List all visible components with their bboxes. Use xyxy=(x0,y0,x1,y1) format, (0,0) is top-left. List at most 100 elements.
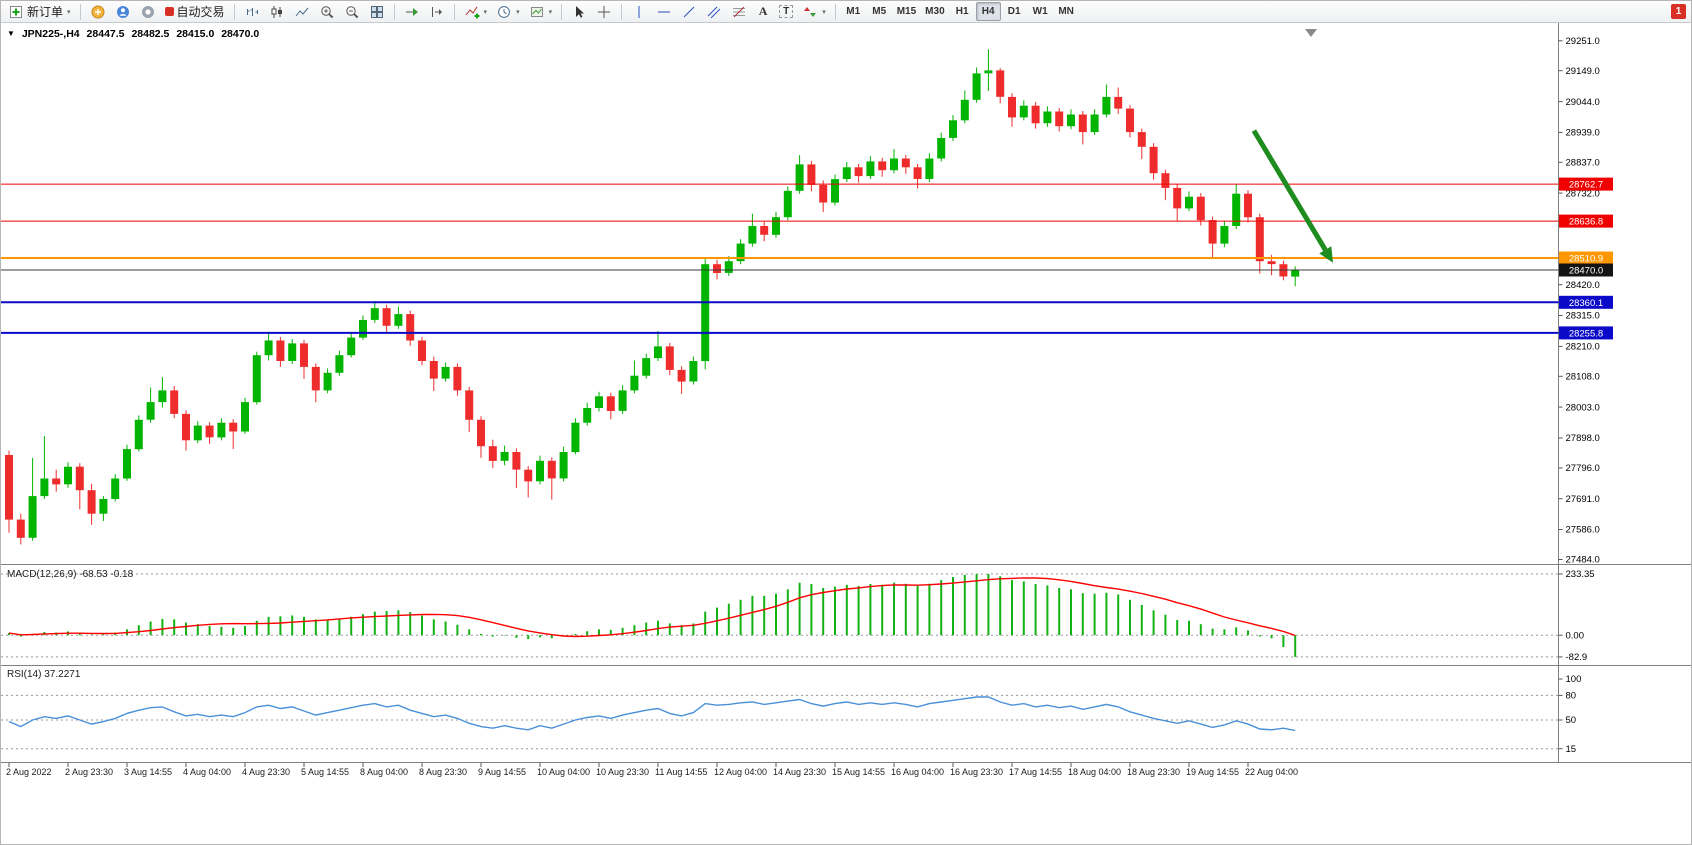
timeframe-m1-button[interactable]: M1 xyxy=(846,6,861,17)
svg-text:27586.0: 27586.0 xyxy=(1566,525,1600,536)
candle xyxy=(170,386,179,419)
autotrading-button[interactable]: 自动交易 xyxy=(161,2,229,22)
notification-badge[interactable]: 1 xyxy=(1671,4,1686,19)
templates-button[interactable]: ▾ xyxy=(525,2,557,22)
cursor-button[interactable] xyxy=(567,2,591,22)
trend-arrow-object[interactable] xyxy=(1251,129,1333,263)
svg-text:15 Aug 14:55: 15 Aug 14:55 xyxy=(832,767,885,777)
rsi-value: 37.2271 xyxy=(44,669,81,680)
candle xyxy=(795,155,804,194)
svg-text:27691.0: 27691.0 xyxy=(1566,494,1600,505)
market-button[interactable] xyxy=(86,2,110,22)
trendline-tool-button[interactable] xyxy=(677,2,701,22)
candle xyxy=(736,239,745,265)
svg-text:16 Aug 23:30: 16 Aug 23:30 xyxy=(950,767,1003,777)
candle xyxy=(571,418,580,455)
candle xyxy=(1220,220,1229,248)
candle xyxy=(748,213,757,247)
candle xyxy=(1019,100,1028,121)
svg-text:2 Aug 2022: 2 Aug 2022 xyxy=(6,767,52,777)
candle xyxy=(689,356,698,385)
macd-signal-line xyxy=(8,577,1296,638)
candle xyxy=(724,256,733,276)
candle xyxy=(583,402,592,426)
candle xyxy=(347,333,356,358)
timeframe-h1-button[interactable]: H1 xyxy=(955,6,969,17)
timeframe-m15-button[interactable]: M15 xyxy=(896,6,917,17)
price-axis[interactable]: 29251.0 29149.0 29044.0 28939.0 28837.0 28732… xyxy=(1558,36,1614,566)
candle xyxy=(146,387,155,423)
svg-text:28762.7: 28762.7 xyxy=(1569,180,1603,191)
panel-borders xyxy=(1,23,1691,763)
time-axis[interactable]: 2 Aug 2022 2 Aug 23:30 3 Aug 14:55 4 Aug 04… xyxy=(6,763,1298,777)
indicators-button[interactable]: ▾ xyxy=(460,2,492,22)
candle xyxy=(1137,128,1146,160)
channel-tool-button[interactable] xyxy=(702,2,726,22)
candle xyxy=(1043,106,1052,127)
line-chart-button[interactable] xyxy=(290,2,314,22)
svg-text:15: 15 xyxy=(1566,744,1577,755)
timeframe-d1-button[interactable]: D1 xyxy=(1007,6,1021,17)
candle xyxy=(335,350,344,376)
candlestick-chart-button[interactable] xyxy=(265,2,289,22)
community-button[interactable] xyxy=(111,2,135,22)
chevron-down-icon: ▾ xyxy=(822,8,826,16)
label-tool-button[interactable]: T xyxy=(775,2,797,22)
auto-scroll-button[interactable] xyxy=(400,2,424,22)
auto-scroll-icon xyxy=(405,7,418,16)
timeframe-w1-button[interactable]: W1 xyxy=(1032,6,1048,17)
candle xyxy=(1244,190,1252,223)
svg-text:10 Aug 23:30: 10 Aug 23:30 xyxy=(596,767,649,777)
svg-text:29251.0: 29251.0 xyxy=(1566,36,1600,47)
tile-windows-button[interactable] xyxy=(365,2,389,22)
candle xyxy=(654,331,662,361)
svg-text:28939.0: 28939.0 xyxy=(1566,128,1600,139)
svg-text:27484.0: 27484.0 xyxy=(1566,555,1600,566)
timeframe-m5-button[interactable]: M5 xyxy=(872,6,887,17)
candle xyxy=(512,448,521,488)
crosshair-button[interactable] xyxy=(592,2,616,22)
chart-shift-button[interactable] xyxy=(425,2,449,22)
chat-button[interactable] xyxy=(136,2,160,22)
candle xyxy=(1232,184,1241,229)
arrows-tool-button[interactable]: ▾ xyxy=(798,2,830,22)
vertical-line-tool-button[interactable] xyxy=(627,2,651,22)
trendline-icon xyxy=(683,6,695,17)
macd-value: -68.53 xyxy=(79,569,108,580)
svg-text:28470.0: 28470.0 xyxy=(1569,266,1603,277)
periods-button[interactable]: ▾ xyxy=(492,2,524,22)
text-tool-button[interactable]: A xyxy=(752,2,774,22)
candle xyxy=(1090,109,1099,135)
timeframe-h4-button[interactable]: H4 xyxy=(975,2,1001,21)
zoom-out-button[interactable] xyxy=(340,2,364,22)
candle xyxy=(1196,193,1205,226)
price-tag: 28636.8 xyxy=(1559,214,1613,228)
chart-shift-marker[interactable] xyxy=(1305,29,1317,37)
candle xyxy=(595,391,603,412)
candle xyxy=(536,455,544,485)
clock-icon xyxy=(498,5,510,18)
svg-text:28837.0: 28837.0 xyxy=(1566,158,1600,169)
new-order-button[interactable]: 新订单 ▾ xyxy=(4,2,75,22)
horizontal-line-tool-button[interactable] xyxy=(652,2,676,22)
high-value: 28482.5 xyxy=(131,28,170,40)
cursor-icon xyxy=(576,5,585,18)
candle xyxy=(819,180,828,212)
symbol-period-label: JPN225-,H4 xyxy=(21,28,80,40)
fibonacci-tool-button[interactable] xyxy=(727,2,751,22)
candle xyxy=(1208,216,1217,259)
candle xyxy=(996,68,1005,104)
one-click-trading-toggle-icon[interactable]: ▼ xyxy=(7,29,15,38)
candle xyxy=(890,149,898,174)
candle xyxy=(1161,169,1170,201)
market-icon xyxy=(91,5,105,18)
timeframe-m30-button[interactable]: M30 xyxy=(925,6,945,17)
candle xyxy=(111,474,120,502)
candle xyxy=(925,153,934,182)
candle xyxy=(359,315,367,340)
timeframe-mn-button[interactable]: MN xyxy=(1058,6,1074,17)
zoom-in-button[interactable] xyxy=(315,2,339,22)
bar-chart-button[interactable] xyxy=(240,2,264,22)
candle xyxy=(1185,191,1193,212)
